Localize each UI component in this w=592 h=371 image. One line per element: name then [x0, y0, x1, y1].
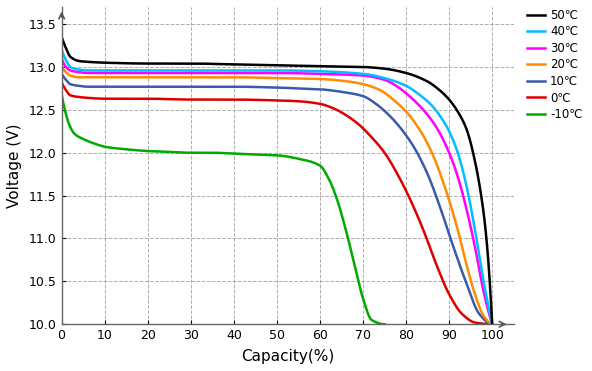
10℃ — [247, 85, 255, 89]
50℃ — [247, 63, 255, 67]
40℃ — [232, 68, 239, 73]
20℃ — [394, 101, 401, 105]
Line: 30℃: 30℃ — [62, 58, 492, 324]
0℃ — [394, 172, 401, 176]
Y-axis label: Voltage (V): Voltage (V) — [7, 123, 22, 208]
20℃ — [488, 322, 496, 326]
20℃ — [232, 75, 239, 79]
40℃ — [354, 71, 361, 76]
0℃ — [401, 187, 408, 191]
10℃ — [102, 85, 109, 89]
50℃ — [232, 62, 239, 67]
40℃ — [401, 83, 408, 88]
40℃ — [394, 80, 401, 84]
-10℃ — [200, 151, 207, 155]
30℃ — [247, 71, 255, 75]
Line: 40℃: 40℃ — [62, 50, 492, 324]
-10℃ — [280, 154, 287, 158]
Line: 0℃: 0℃ — [62, 82, 492, 324]
50℃ — [401, 70, 408, 75]
0℃ — [232, 97, 239, 102]
0℃ — [488, 322, 496, 326]
0℃ — [102, 96, 109, 101]
30℃ — [58, 56, 65, 60]
0℃ — [58, 80, 65, 85]
0℃ — [247, 98, 255, 102]
0℃ — [354, 121, 361, 125]
20℃ — [247, 75, 255, 80]
50℃ — [488, 322, 496, 326]
Line: 50℃: 50℃ — [62, 37, 492, 324]
40℃ — [102, 68, 109, 73]
40℃ — [247, 68, 255, 73]
Line: -10℃: -10℃ — [62, 94, 385, 324]
Line: 20℃: 20℃ — [62, 67, 492, 324]
50℃ — [102, 60, 109, 65]
20℃ — [354, 81, 361, 85]
50℃ — [58, 35, 65, 39]
40℃ — [58, 47, 65, 52]
20℃ — [102, 75, 109, 79]
-10℃ — [381, 322, 388, 326]
50℃ — [394, 69, 401, 73]
Legend: 50℃, 40℃, 30℃, 20℃, 10℃, 0℃, -10℃: 50℃, 40℃, 30℃, 20℃, 10℃, 0℃, -10℃ — [524, 7, 585, 124]
-10℃ — [91, 141, 98, 146]
30℃ — [401, 90, 408, 95]
-10℃ — [58, 92, 65, 96]
10℃ — [488, 322, 496, 326]
30℃ — [232, 71, 239, 75]
30℃ — [102, 71, 109, 75]
Line: 10℃: 10℃ — [62, 74, 492, 324]
10℃ — [232, 85, 239, 89]
10℃ — [394, 122, 401, 127]
-10℃ — [316, 163, 323, 167]
-10℃ — [310, 160, 317, 165]
50℃ — [354, 65, 361, 69]
20℃ — [401, 108, 408, 113]
30℃ — [354, 73, 361, 78]
10℃ — [354, 92, 361, 97]
30℃ — [488, 322, 496, 326]
30℃ — [394, 85, 401, 89]
10℃ — [58, 72, 65, 76]
X-axis label: Capacity(%): Capacity(%) — [241, 349, 334, 364]
-10℃ — [189, 151, 196, 155]
10℃ — [401, 132, 408, 136]
40℃ — [488, 322, 496, 326]
20℃ — [58, 65, 65, 69]
